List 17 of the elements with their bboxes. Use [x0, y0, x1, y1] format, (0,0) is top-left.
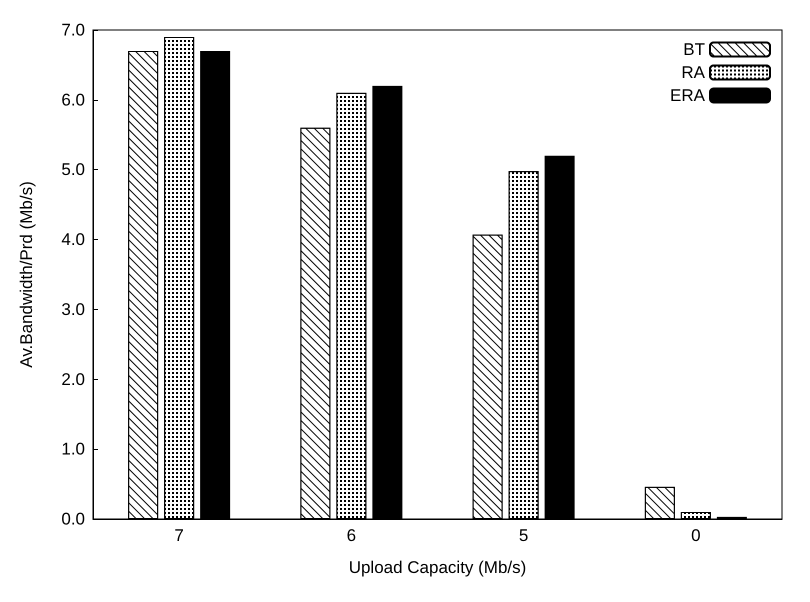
y-tick-label: 5.0	[61, 160, 85, 180]
legend-label: RA	[681, 63, 706, 82]
legend-label: ERA	[670, 86, 706, 105]
y-tick-label: 3.0	[61, 300, 85, 319]
y-axis-title: Av.Bandwidth/Prd (Mb/s)	[17, 181, 36, 368]
y-tick-label: 0.0	[61, 510, 85, 528]
x-axis-title: Upload Capacity (Mb/s)	[348, 558, 526, 577]
y-tick-label: 1.0	[61, 440, 85, 459]
y-tick-label: 4.0	[61, 230, 85, 250]
x-tick-label: 5	[518, 526, 528, 545]
x-tick-label: 6	[346, 526, 356, 545]
y-tick-label: 6.0	[61, 90, 85, 110]
x-tick-label: 7	[174, 526, 184, 545]
x-tick-label: 0	[691, 526, 701, 545]
y-tick-label: 7.0	[61, 20, 85, 40]
y-tick-label: 2.0	[61, 370, 85, 389]
legend-label: BT	[683, 40, 705, 59]
